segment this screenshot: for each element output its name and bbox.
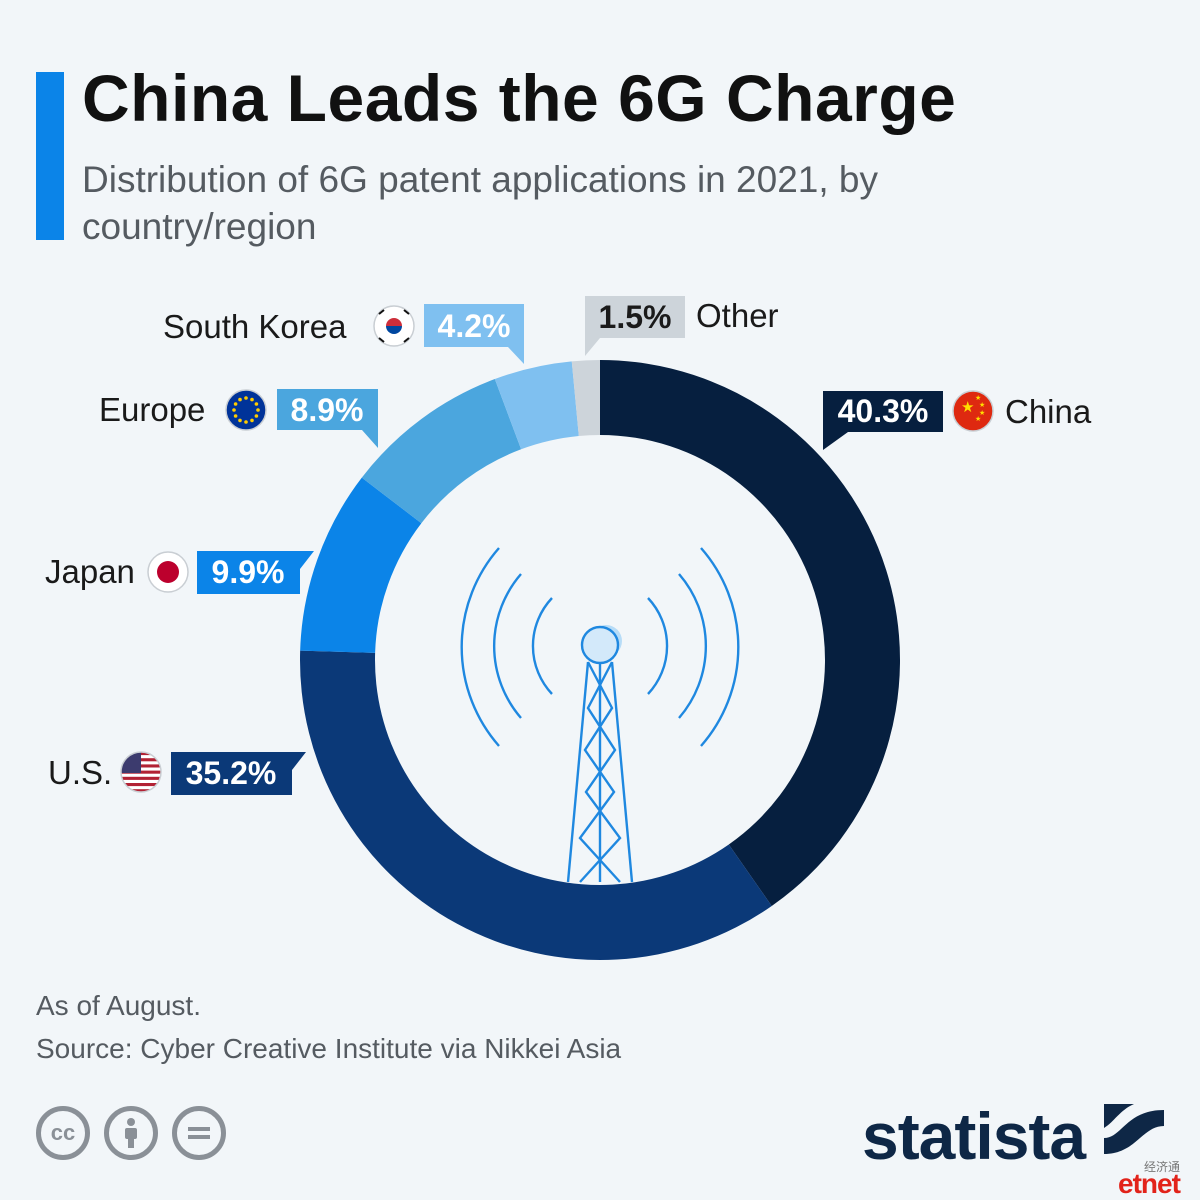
category-label-south-korea: South Korea xyxy=(163,308,347,345)
eu-flag-icon xyxy=(225,389,267,431)
page-title: China Leads the 6G Charge xyxy=(82,61,957,135)
cc-icon[interactable]: cc xyxy=(36,1106,90,1160)
label-europe: 8.9% Europe xyxy=(99,389,378,448)
japan-flag-icon xyxy=(147,551,189,593)
slice-u-s xyxy=(300,650,772,960)
label-china: 40.3% ★ ★ ★ ★ ★ China xyxy=(823,390,1092,450)
label-south-korea: 4.2% South Korea xyxy=(163,304,524,364)
title-accent-bar xyxy=(36,72,64,240)
category-label-other: Other xyxy=(696,297,779,334)
footnote-as-of: As of August. xyxy=(36,990,201,1021)
no-derivatives-icon[interactable] xyxy=(172,1106,226,1160)
statista-logo-icon xyxy=(1104,1104,1164,1154)
svg-text:★: ★ xyxy=(979,401,985,409)
etnet-watermark: etnet xyxy=(1118,1168,1181,1199)
slice-japan xyxy=(300,477,422,653)
value-label-other: 1.5% xyxy=(599,299,672,335)
donut-slices xyxy=(300,360,900,960)
slice-other xyxy=(571,360,600,436)
slice-europe xyxy=(361,379,522,524)
slice-china xyxy=(600,360,900,906)
value-label-us: 35.2% xyxy=(186,755,277,791)
svg-text:★: ★ xyxy=(975,415,981,423)
statista-brand[interactable]: statista xyxy=(862,1099,1086,1173)
category-label-europe: Europe xyxy=(99,391,205,428)
footnote-source: Source: Cyber Creative Institute via Nik… xyxy=(36,1033,622,1064)
cell-tower-icon xyxy=(460,547,740,883)
south-korea-flag-icon xyxy=(373,305,415,347)
category-label-us: U.S. xyxy=(48,754,112,791)
value-label-south-korea: 4.2% xyxy=(438,308,511,344)
slice-south-korea xyxy=(494,361,579,450)
value-label-china: 40.3% xyxy=(838,393,929,429)
svg-text:★: ★ xyxy=(975,394,981,402)
page-subtitle: Distribution of 6G patent applications i… xyxy=(82,159,878,247)
label-us: 35.2% U.S. xyxy=(48,751,306,795)
etnet-watermark-cn: 经济通 xyxy=(1144,1160,1181,1174)
attribution-icon[interactable] xyxy=(104,1106,158,1160)
category-label-china: China xyxy=(1005,393,1092,430)
category-label-japan: Japan xyxy=(45,553,135,590)
value-label-europe: 8.9% xyxy=(291,392,364,428)
label-japan: 9.9% Japan xyxy=(45,551,314,594)
label-other: 1.5% Other xyxy=(585,296,779,356)
svg-text:★: ★ xyxy=(979,409,985,417)
license-icons: cc xyxy=(36,1106,226,1160)
value-label-japan: 9.9% xyxy=(212,554,285,590)
china-flag-icon: ★ ★ ★ ★ ★ xyxy=(952,390,994,432)
us-flag-icon xyxy=(120,751,162,793)
svg-text:★: ★ xyxy=(961,399,974,416)
